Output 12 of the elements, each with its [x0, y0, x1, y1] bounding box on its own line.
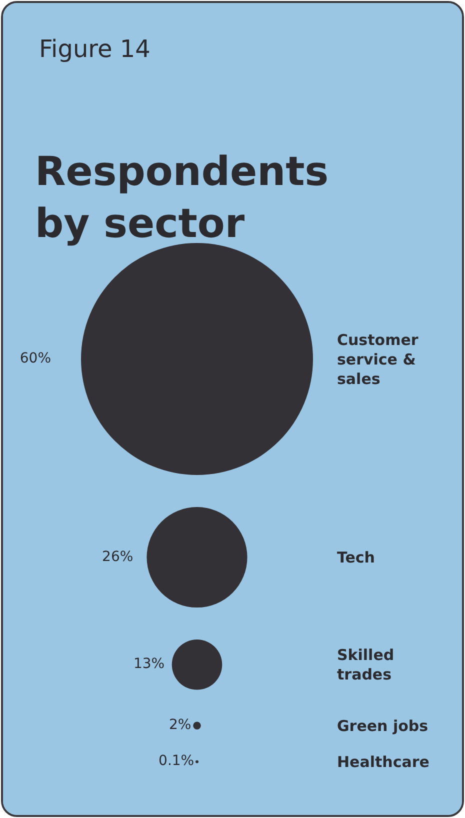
data-label: 13%: [133, 656, 165, 672]
category-label: Skilled trades: [337, 646, 394, 684]
text: Respondents by sector: [35, 149, 328, 247]
category-label: Healthcare: [337, 752, 430, 771]
data-label: 2%: [168, 717, 192, 734]
data-label: 60%: [20, 350, 51, 366]
caption: Figure 14: [39, 35, 150, 63]
data-label: 0.1%: [158, 753, 194, 770]
category-label: Customer service & sales: [337, 330, 419, 388]
category-label: Tech: [337, 548, 375, 567]
data-label: 26%: [102, 548, 134, 565]
category-label: Green jobs: [337, 716, 428, 735]
